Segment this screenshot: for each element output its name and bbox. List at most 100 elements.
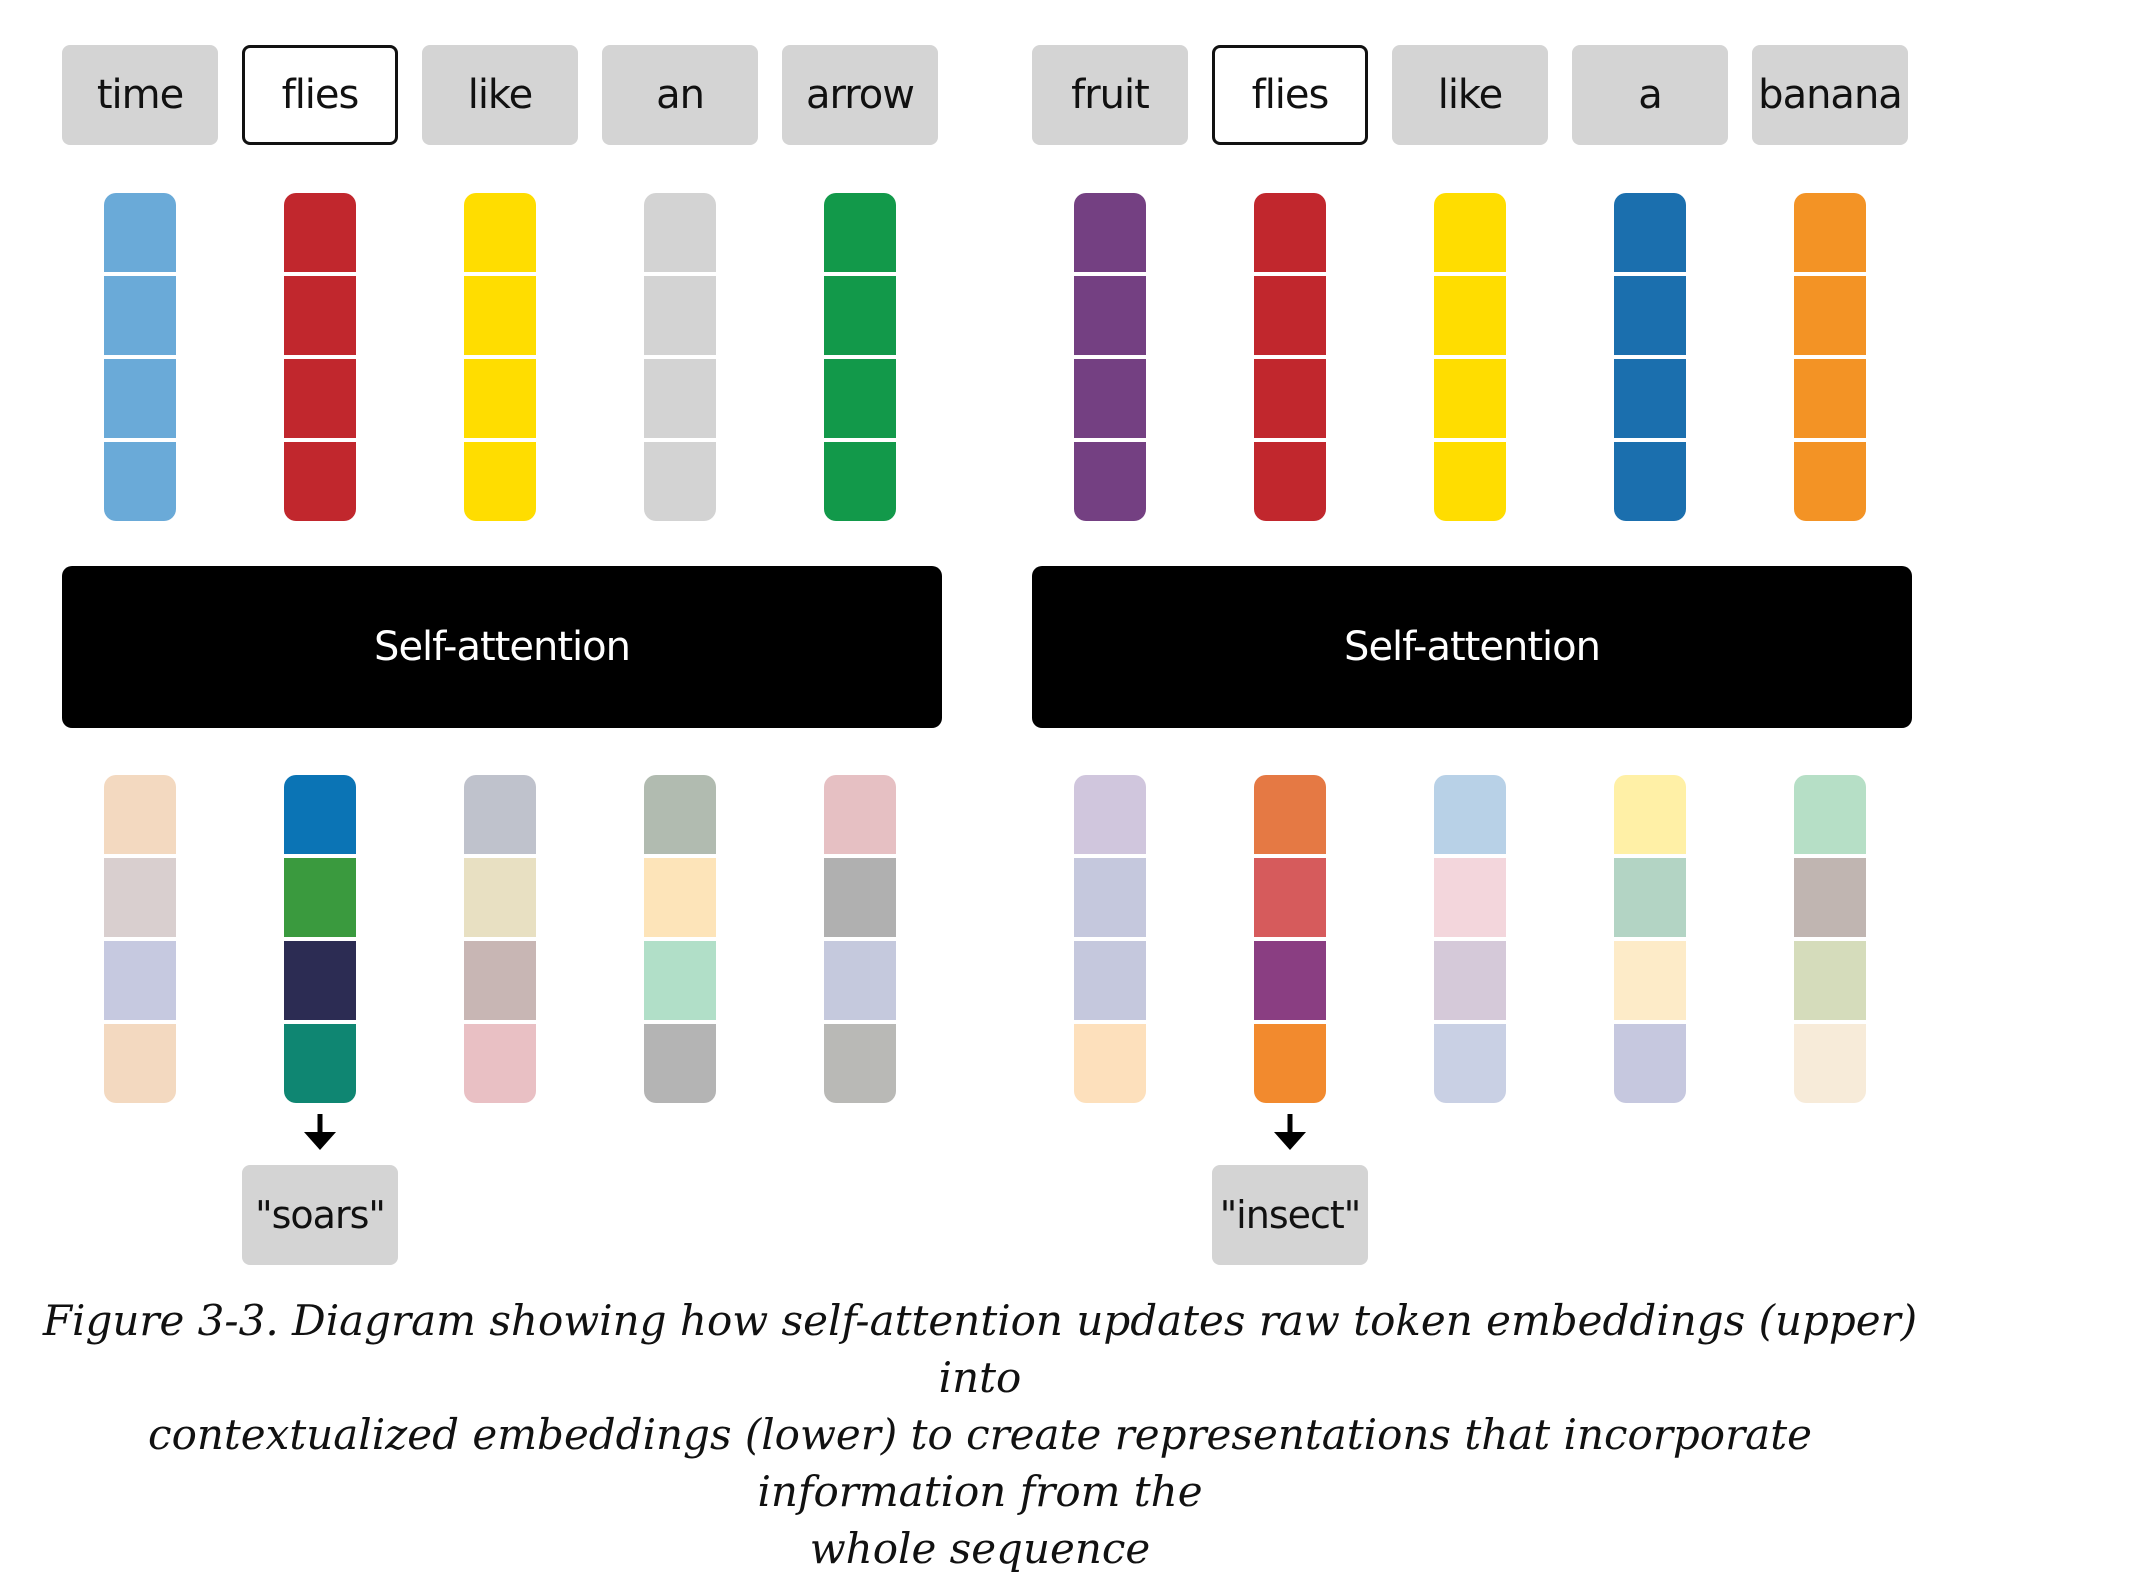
raw-embedding-cell <box>1614 442 1686 521</box>
raw-embedding-cell <box>1074 442 1146 521</box>
raw-embedding-cell <box>464 359 536 438</box>
raw-embedding-cell <box>104 442 176 521</box>
token-banana: banana <box>1752 45 1908 145</box>
contextual-embedding-cell <box>1794 941 1866 1020</box>
contextual-embedding-cell <box>1254 858 1326 937</box>
contextual-embedding-cell <box>464 941 536 1020</box>
raw-embedding-cell <box>644 276 716 355</box>
contextual-embedding-cell <box>104 858 176 937</box>
raw-embedding-cell <box>1254 276 1326 355</box>
contextual-embedding-cell <box>1434 1024 1506 1103</box>
raw-embedding-cell <box>464 193 536 272</box>
raw-embedding-cell <box>1254 359 1326 438</box>
contextual-embedding-cell <box>1614 941 1686 1020</box>
raw-embedding-cell <box>284 359 356 438</box>
output-word: "soars" <box>242 1165 398 1265</box>
contextual-embedding-cell <box>824 1024 896 1103</box>
contextual-embedding-cell <box>1074 858 1146 937</box>
raw-embedding-cell <box>1614 193 1686 272</box>
caption-line-2: contextualized embeddings (lower) to cre… <box>148 1410 1812 1516</box>
contextual-embedding-cell <box>644 858 716 937</box>
contextual-embedding-cell <box>1434 941 1506 1020</box>
contextual-embedding-like <box>1434 775 1506 1103</box>
token-time: time <box>62 45 218 145</box>
raw-embedding-cell <box>1074 359 1146 438</box>
contextual-embedding-like <box>464 775 536 1103</box>
contextual-embedding-cell <box>464 858 536 937</box>
raw-embedding-cell <box>1434 359 1506 438</box>
contextual-embedding-cell <box>1794 858 1866 937</box>
contextual-embedding-cell <box>1254 941 1326 1020</box>
contextual-embedding-banana <box>1794 775 1866 1103</box>
raw-embedding-flies <box>1254 193 1326 521</box>
raw-embedding-a <box>1614 193 1686 521</box>
panel-time-flies: time flies "soars" like an arrow Self-attentio… <box>62 0 942 1270</box>
self-attention-block: Self-attention <box>62 566 942 728</box>
contextual-embedding-cell <box>1254 775 1326 854</box>
raw-embedding-cell <box>1794 276 1866 355</box>
raw-embedding-banana <box>1794 193 1866 521</box>
raw-embedding-cell <box>1434 276 1506 355</box>
contextual-embedding-cell <box>1254 1024 1326 1103</box>
raw-embedding-cell <box>1074 193 1146 272</box>
raw-embedding-arrow <box>824 193 896 521</box>
raw-embedding-cell <box>824 442 896 521</box>
self-attention-diagram: time flies "soars" like an arrow Self-attentio… <box>43 0 1917 1573</box>
raw-embedding-cell <box>824 359 896 438</box>
contextual-embedding-cell <box>644 941 716 1020</box>
contextual-embedding-time <box>104 775 176 1103</box>
contextual-embedding-cell <box>284 941 356 1020</box>
raw-embedding-like <box>464 193 536 521</box>
raw-embedding-cell <box>284 276 356 355</box>
raw-embedding-cell <box>824 276 896 355</box>
raw-embedding-cell <box>1074 276 1146 355</box>
contextual-embedding-cell <box>1794 775 1866 854</box>
contextual-embedding-cell <box>464 775 536 854</box>
figure-caption: Figure 3-3. Diagram showing how self-att… <box>20 1292 1940 1577</box>
token-flies: flies <box>1212 45 1368 145</box>
arrow-down-icon <box>1274 1114 1306 1150</box>
raw-embedding-cell <box>824 193 896 272</box>
raw-embedding-cell <box>1254 193 1326 272</box>
contextual-embedding-arrow <box>824 775 896 1103</box>
panel-fruit-flies: fruit flies "insect" like a banana Self-attent… <box>1032 0 1912 1270</box>
contextual-embedding-flies <box>284 775 356 1103</box>
raw-embedding-cell <box>104 359 176 438</box>
raw-embedding-cell <box>1794 359 1866 438</box>
raw-embedding-cell <box>284 193 356 272</box>
contextual-embedding-cell <box>644 1024 716 1103</box>
raw-embedding-cell <box>644 193 716 272</box>
contextual-embedding-cell <box>1434 775 1506 854</box>
raw-embedding-an <box>644 193 716 521</box>
contextual-embedding-cell <box>1614 1024 1686 1103</box>
contextual-embedding-cell <box>104 775 176 854</box>
token-an: an <box>602 45 758 145</box>
raw-embedding-cell <box>104 193 176 272</box>
token-arrow: arrow <box>782 45 938 145</box>
raw-embedding-cell <box>1794 193 1866 272</box>
raw-embedding-cell <box>1794 442 1866 521</box>
raw-embedding-cell <box>284 442 356 521</box>
caption-line-3: whole sequence <box>809 1524 1151 1573</box>
raw-embedding-cell <box>644 359 716 438</box>
raw-embedding-cell <box>1254 442 1326 521</box>
contextual-embedding-cell <box>824 858 896 937</box>
raw-embedding-cell <box>1614 276 1686 355</box>
contextual-embedding-cell <box>824 941 896 1020</box>
contextual-embedding-cell <box>1074 941 1146 1020</box>
contextual-embedding-cell <box>1074 1024 1146 1103</box>
contextual-embedding-cell <box>104 941 176 1020</box>
contextual-embedding-cell <box>284 858 356 937</box>
token-flies: flies <box>242 45 398 145</box>
raw-embedding-like <box>1434 193 1506 521</box>
contextual-embedding-fruit <box>1074 775 1146 1103</box>
contextual-embedding-a <box>1614 775 1686 1103</box>
contextual-embedding-cell <box>1794 1024 1866 1103</box>
output-word: "insect" <box>1212 1165 1368 1265</box>
arrow-down-icon <box>304 1114 336 1150</box>
contextual-embedding-an <box>644 775 716 1103</box>
contextual-embedding-cell <box>1614 775 1686 854</box>
raw-embedding-cell <box>644 442 716 521</box>
raw-embedding-cell <box>1434 193 1506 272</box>
contextual-embedding-cell <box>464 1024 536 1103</box>
